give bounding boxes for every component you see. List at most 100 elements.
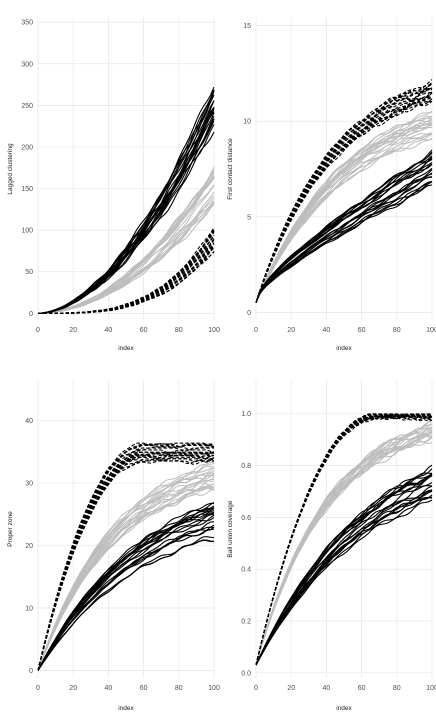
- series-line-solid-black: [255, 169, 433, 303]
- tick-labels: 0 20 40 60 80 100 0 5 10 15: [243, 23, 436, 334]
- series-line-gray: [255, 435, 433, 666]
- y-tick-label: 0: [29, 668, 33, 675]
- x-axis-label: index: [118, 345, 134, 352]
- series-line-dashed-black: [255, 91, 433, 303]
- y-axis-label: Ball union coverage: [227, 500, 234, 557]
- series-line-solid-black: [37, 528, 215, 671]
- y-axis-label: First contact distance: [227, 138, 234, 200]
- x-tick-label: 20: [69, 327, 77, 334]
- series-line-gray: [255, 118, 433, 303]
- series-line-solid-black: [255, 156, 433, 303]
- tick-labels: 0 20 40 60 80 100 0 50 100 150 200 250 300 350: [21, 20, 220, 334]
- series-line-solid-black: [37, 513, 215, 671]
- x-tick-label: 60: [140, 685, 148, 692]
- y-tick-label: 0.8: [241, 463, 251, 470]
- y-tick-label: 0.6: [241, 515, 251, 522]
- series-line-dashed-black: [37, 228, 215, 314]
- gridlines: [37, 380, 215, 678]
- series-line-dashed-black: [255, 86, 433, 303]
- x-tick-label: 80: [175, 327, 183, 334]
- series-line-dashed-black: [255, 413, 432, 666]
- y-tick-label: 20: [25, 543, 33, 550]
- x-tick-label: 40: [323, 685, 331, 692]
- x-tick-label: 100: [426, 685, 436, 692]
- x-tick-label: 0: [254, 685, 258, 692]
- x-tick-label: 20: [69, 685, 77, 692]
- x-tick-label: 80: [393, 685, 401, 692]
- y-tick-label: 250: [21, 103, 33, 110]
- y-axis-label: Proper zone: [7, 511, 14, 547]
- series-line-dashed-black: [37, 452, 214, 671]
- series-line-dashed-black: [37, 449, 215, 671]
- x-tick-label: 100: [426, 327, 436, 334]
- series-line-gray: [37, 171, 215, 314]
- series-lines: [37, 442, 215, 671]
- series-line-solid-black: [37, 539, 215, 671]
- chart-panel-2: 0 20 40 60 80 100 0 5 10 15 index First contact dis…: [227, 18, 436, 352]
- series-line-gray: [255, 428, 433, 666]
- series-line-solid-black: [255, 176, 433, 303]
- x-tick-label: 40: [105, 685, 113, 692]
- y-tick-label: 1.0: [241, 411, 251, 418]
- series-lines: [255, 79, 433, 304]
- y-axis-label: Lagged clustering: [7, 143, 14, 195]
- x-tick-label: 0: [254, 327, 258, 334]
- x-tick-label: 0: [36, 685, 40, 692]
- series-line-solid-black: [255, 149, 433, 303]
- x-tick-label: 100: [208, 685, 220, 692]
- series-line-solid-black: [255, 499, 433, 666]
- x-tick-label: 40: [323, 327, 331, 334]
- y-tick-label: 5: [247, 214, 251, 221]
- y-tick-label: 350: [21, 20, 33, 27]
- x-tick-label: 40: [105, 327, 113, 334]
- x-tick-label: 20: [287, 327, 295, 334]
- series-line-gray: [255, 133, 433, 304]
- y-tick-label: 10: [243, 119, 251, 126]
- series-line-gray: [255, 125, 433, 304]
- series-line-dashed-black: [255, 100, 433, 303]
- series-line-gray: [37, 476, 215, 671]
- chart-panel-1: 0 20 40 60 80 100 0 50 100 150 200 250 300 350 index La…: [7, 18, 220, 352]
- y-tick-label: 100: [21, 228, 33, 235]
- series-line-solid-black: [37, 115, 215, 314]
- tick-labels: 0 20 40 60 80 100 0 10 20 30 40: [25, 418, 220, 692]
- series-line-gray: [37, 488, 215, 671]
- y-tick-label: 50: [25, 269, 33, 276]
- y-tick-label: 10: [25, 606, 33, 613]
- series-line-solid-black: [255, 473, 433, 666]
- series-line-solid-black: [255, 464, 433, 666]
- x-axis-label: index: [336, 705, 352, 712]
- series-line-solid-black: [255, 496, 433, 666]
- x-tick-label: 0: [36, 327, 40, 334]
- series-line-dashed-black: [255, 416, 432, 666]
- series-line-solid-black: [37, 507, 215, 671]
- y-tick-label: 0.0: [241, 670, 251, 677]
- series-line-solid-black: [255, 163, 433, 303]
- x-tick-label: 80: [393, 327, 401, 334]
- x-tick-label: 100: [208, 327, 220, 334]
- series-line-gray: [37, 479, 215, 671]
- y-tick-label: 15: [243, 23, 251, 30]
- y-tick-label: 200: [21, 144, 33, 151]
- series-lines: [37, 86, 215, 315]
- x-tick-label: 80: [175, 685, 183, 692]
- chart-panel-4: 0 20 40 60 80 100 0.0 0.2 0.4 0.6 0.8 1.0 index Ball …: [227, 380, 436, 712]
- x-tick-label: 60: [358, 685, 366, 692]
- chart-panel-3: 0 20 40 60 80 100 0 10 20 30 40 index Proper zone: [7, 380, 220, 712]
- x-axis-label: index: [336, 345, 352, 352]
- tick-labels: 0 20 40 60 80 100 0.0 0.2 0.4 0.6 0.8 1.0: [241, 411, 436, 692]
- series-line-solid-black: [37, 502, 215, 671]
- series-line-gray: [37, 461, 215, 671]
- y-tick-label: 0.2: [241, 618, 251, 625]
- series-lines: [255, 413, 433, 666]
- series-line-solid-black: [255, 181, 433, 304]
- x-axis-label: index: [118, 705, 134, 712]
- y-tick-label: 300: [21, 61, 33, 68]
- series-line-gray: [37, 468, 215, 671]
- series-line-solid-black: [37, 502, 215, 671]
- y-tick-label: 0.4: [241, 567, 251, 574]
- y-tick-label: 0: [29, 311, 33, 318]
- x-tick-label: 60: [140, 327, 148, 334]
- series-line-solid-black: [37, 521, 215, 671]
